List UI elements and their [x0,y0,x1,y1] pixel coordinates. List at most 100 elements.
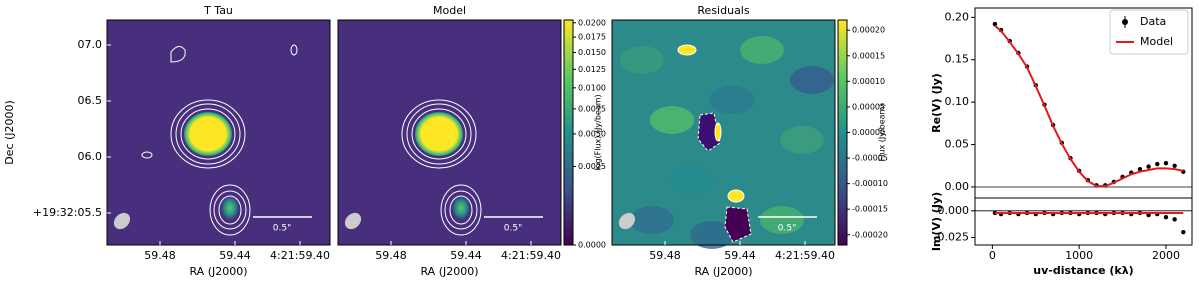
residual [710,86,754,114]
y-axis-label: Dec (J2000) [3,100,16,165]
frame [611,19,836,246]
legend-label: Model [1140,35,1173,48]
residual [727,189,745,203]
source [415,112,463,156]
x-tick-label: 4:21:59.40 [775,249,835,262]
frame [337,19,562,246]
data-point [1137,166,1143,172]
colorbar-tick-label: 0.0050 [578,129,606,138]
x-tick-label: 0 [989,249,996,262]
colorbar-tick-label: 0.00000 [852,128,885,137]
colorbar-tick-label: 0.0175 [578,33,606,42]
colorbar-tick-label: 0.0125 [578,65,606,74]
residual [677,44,697,56]
colorbar-tick-label: 0.0100 [578,83,606,92]
contour [175,103,241,165]
colorbar [563,19,574,246]
beam [113,212,131,230]
legend-label: Data [1140,15,1166,28]
colorbar-tick-label: 0.0000 [578,241,606,250]
contour [218,195,242,225]
contour [449,195,473,225]
residual [740,36,784,64]
contour [411,108,467,160]
image-panel: 0.5" [337,19,562,246]
x-tick-label: 59.48 [375,249,407,262]
y-tick-label: 0.10 [945,95,970,108]
x-axis-label: RA (J2000) [189,265,247,278]
y-tick-label: 06.0 [78,150,103,163]
contour [170,46,186,63]
colorbar-tick-label: -0.00005 [852,154,888,163]
data-point [1146,164,1151,169]
residual [760,206,804,234]
residual [690,221,734,249]
residual [724,206,752,243]
colorbar-tick-label: 0.0025 [578,162,606,171]
residual [620,46,664,74]
panel-title: T Tau [203,4,233,17]
colorbar-label: Flux (Jy/beam) [878,104,887,162]
colorbar [837,19,848,246]
legend-marker [1122,19,1128,25]
y-tick-label: 0.00 [945,180,970,193]
scale-bar-label: 0.5" [778,224,796,234]
y-tick-label: 07.0 [78,38,103,51]
scale-bar-label: 0.5" [504,224,522,234]
image-panel: 0.5" [106,19,331,246]
y-axis-label: Im(V) (Jy) [930,192,943,251]
colorbar-tick-label: 0.00005 [852,102,885,111]
residual [790,66,834,94]
residual [670,166,714,194]
colorbar-tick-label: 0.0075 [578,104,606,113]
colorbar-label: log(Flux) (Jy/beam) [594,94,603,170]
x-axis-label: RA (J2000) [694,265,752,278]
colorbar-tick-label: 0.0150 [578,48,606,57]
contour [209,184,251,236]
y-axis-label: Re(V) (Jy) [930,73,943,133]
colorbar-tick-label: -0.00020 [852,230,888,239]
x-tick-label: 2000 [1152,249,1180,262]
x-tick-label: 59.44 [450,249,482,262]
panel-title: Residuals [697,4,749,17]
y-tick-label: 06.5 [78,94,103,107]
data-point [1181,229,1186,235]
image-panel: 0.5" [611,19,836,249]
frame [106,19,331,246]
contour [290,44,298,56]
x-tick-label: 1000 [1065,249,1093,262]
colorbar-tick-label: 0.00015 [852,51,885,60]
x-tick-label: 59.44 [219,249,251,262]
scale-bar-label: 0.5" [273,224,291,234]
x-axis-label: uv-distance (kλ) [1033,264,1133,277]
panel-title: Model [433,4,466,17]
x-tick-label: 59.48 [649,249,681,262]
model-line [994,25,1184,188]
contour [444,190,478,230]
x-tick-label: 4:21:59.40 [501,249,561,262]
y-tick-label: +19:32:05.5 [33,206,102,219]
y-tick-label: 0.15 [945,53,970,66]
frame [974,197,1193,246]
contour [141,151,153,159]
data-point [992,21,998,27]
data-point [1172,163,1177,168]
residual [714,122,722,142]
beam [618,212,636,230]
x-tick-label: 4:21:59.40 [270,249,330,262]
residual [650,106,694,134]
y-tick-label: -0.025 [934,231,969,244]
contour [440,184,482,236]
data-point [1146,212,1151,218]
y-tick-label: 0.000 [938,204,970,217]
contour [401,99,477,169]
x-tick-label: 59.44 [724,249,756,262]
source [452,196,470,220]
data-point [1172,217,1177,222]
y-tick-label: 0.05 [945,138,970,151]
beam [344,212,362,230]
source [221,196,239,220]
source [184,112,232,156]
residual [780,126,824,154]
